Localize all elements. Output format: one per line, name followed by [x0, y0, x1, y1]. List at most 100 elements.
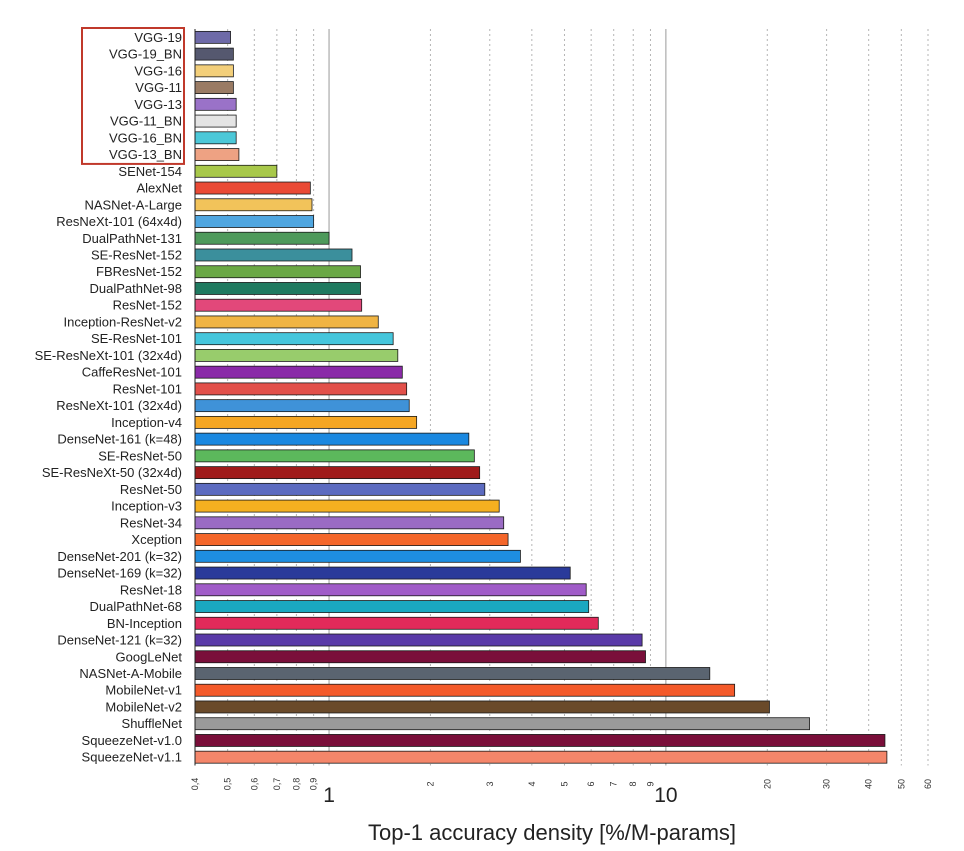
category-label: DualPathNet-98 [90, 281, 183, 296]
bar [194, 566, 571, 580]
x-tick-label: 2 [425, 781, 435, 786]
bar [194, 616, 599, 630]
bar [194, 382, 408, 396]
category-label: VGG-11 [135, 80, 182, 95]
category-label: VGG-13_BN [109, 147, 182, 162]
x-axis-label: Top-1 accuracy density [%/M-params] [368, 820, 736, 845]
category-label: SE-ResNeXt-101 (32x4d) [35, 348, 182, 363]
bar [194, 231, 330, 245]
category-label: Inception-v3 [111, 499, 182, 514]
x-tick-label: 0,4 [190, 778, 200, 791]
bar [194, 583, 587, 597]
bar [194, 215, 315, 228]
bar [194, 482, 486, 496]
category-label: NASNet-A-Large [84, 197, 182, 212]
category-label: VGG-13 [134, 97, 182, 112]
x-tick-label: 6 [586, 781, 596, 786]
category-label: MobileNet-v1 [105, 683, 182, 698]
category-label: ResNet-101 [113, 381, 182, 396]
bar [194, 399, 410, 413]
x-tick-label: 40 [864, 779, 874, 789]
x-tick-label: 50 [896, 779, 906, 789]
bar [194, 365, 403, 379]
bars-group [194, 30, 888, 764]
bar [194, 265, 361, 279]
bar [194, 81, 234, 94]
category-label: CaffeResNet-101 [82, 365, 182, 380]
bar [194, 148, 240, 161]
category-label: DualPathNet-68 [90, 599, 183, 614]
category-label: Xception [131, 532, 182, 547]
bar [194, 298, 363, 312]
bar [194, 750, 888, 764]
category-label: ResNet-50 [120, 482, 182, 497]
category-label: DenseNet-169 (k=32) [57, 566, 182, 581]
bar [194, 97, 237, 111]
bar [194, 466, 481, 480]
category-label: SE-ResNet-152 [91, 247, 182, 262]
bar [194, 499, 500, 513]
x-tick-label-major: 10 [654, 784, 677, 807]
bar [194, 683, 736, 697]
x-tick-label: 7 [609, 781, 619, 786]
category-label: VGG-19 [134, 30, 182, 45]
category-label: SE-ResNeXt-50 (32x4d) [42, 465, 182, 480]
bar [194, 282, 361, 295]
x-tick-label: 0,7 [272, 778, 282, 791]
x-tick-label: 3 [485, 781, 495, 786]
category-label: VGG-16_BN [109, 130, 182, 145]
category-label: NASNet-A-Mobile [79, 666, 182, 681]
bar [194, 114, 237, 128]
category-label: GoogLeNet [116, 649, 183, 664]
bar [194, 516, 505, 530]
category-label: ResNet-152 [113, 298, 182, 313]
x-tick-label: 30 [822, 779, 832, 789]
bar [194, 717, 810, 731]
bar [194, 315, 379, 329]
category-label: Inception-v4 [111, 415, 182, 430]
category-label: Inception-ResNet-v2 [64, 314, 183, 329]
bar [194, 64, 234, 78]
category-label: SENet-154 [118, 164, 182, 179]
bar [194, 47, 234, 61]
category-label: VGG-19_BN [109, 47, 182, 62]
x-tick-label: 8 [628, 781, 638, 786]
bar [194, 650, 646, 664]
bar [194, 549, 521, 563]
category-label: ResNet-34 [120, 515, 182, 530]
category-label: ResNeXt-101 (64x4d) [56, 214, 182, 229]
bar [194, 332, 394, 346]
category-label: BN-Inception [107, 616, 182, 631]
category-label: SE-ResNet-50 [98, 448, 182, 463]
bar [194, 181, 311, 195]
bar [194, 533, 509, 546]
category-label: ResNet-18 [120, 582, 182, 597]
bar [194, 164, 278, 178]
bar [194, 248, 353, 262]
bar [194, 349, 399, 362]
x-tick-label: 20 [762, 779, 772, 789]
x-tick-label: 0,8 [291, 778, 301, 791]
category-label: MobileNet-v2 [105, 699, 182, 714]
x-tick-label: 0,6 [249, 778, 259, 791]
category-label: AlexNet [136, 181, 182, 196]
bar [194, 415, 418, 429]
bar [194, 633, 643, 647]
bar [194, 600, 590, 613]
bar [194, 30, 231, 44]
x-tick-label: 5 [559, 781, 569, 786]
x-tick-label-major: 1 [323, 784, 335, 807]
bar [194, 432, 470, 446]
category-label: DenseNet-161 (k=48) [57, 432, 182, 447]
bar [194, 700, 770, 714]
bar [194, 198, 313, 212]
category-label: FBResNet-152 [96, 264, 182, 279]
bar [194, 131, 237, 145]
category-label: DenseNet-201 (k=32) [57, 549, 182, 564]
category-label: SqueezeNet-v1.0 [82, 733, 182, 748]
category-label: VGG-11_BN [110, 114, 182, 129]
category-label: SqueezeNet-v1.1 [82, 750, 182, 765]
bar [194, 667, 711, 680]
